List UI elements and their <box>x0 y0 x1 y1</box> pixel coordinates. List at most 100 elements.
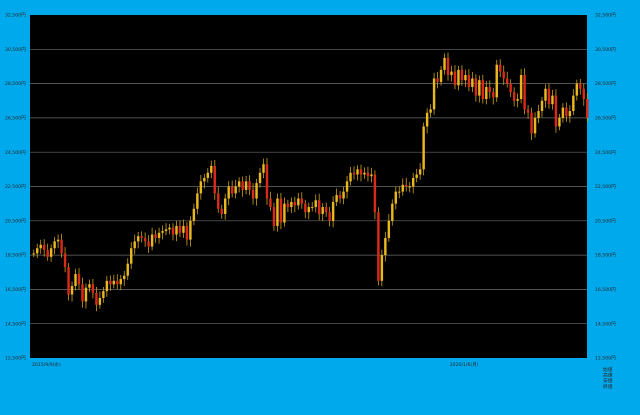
candle-body <box>411 177 415 187</box>
x-tick-label: 2020/1/6(月) <box>450 362 479 368</box>
candle-body <box>206 172 210 178</box>
candle-body <box>143 237 147 242</box>
candle-body <box>537 111 540 118</box>
candle-body <box>349 172 352 182</box>
candle-body <box>304 203 307 213</box>
candle-body <box>394 191 398 204</box>
y-tick-label-left: 30,500円 <box>5 47 26 53</box>
candle-body <box>415 174 418 178</box>
candle-body <box>307 207 310 213</box>
candle-body <box>481 80 485 100</box>
candle-body <box>269 198 272 208</box>
candle-body <box>265 164 269 199</box>
candle-body <box>499 64 502 72</box>
candle-body <box>161 231 164 233</box>
candle-body <box>387 220 391 238</box>
candle-body <box>425 112 429 127</box>
y-tick-label-right: 12,500円 <box>595 356 616 362</box>
candle-body <box>241 181 244 190</box>
candle-body <box>436 78 439 82</box>
y-tick-label-right: 16,500円 <box>595 287 616 293</box>
candle-body <box>150 234 154 247</box>
candle-body <box>551 95 554 105</box>
candle-body <box>217 193 220 209</box>
candle-body <box>74 273 77 286</box>
candle-body <box>579 83 582 89</box>
candle-body <box>398 191 401 193</box>
y-tick-label-right: 22,500円 <box>595 184 616 190</box>
y-tick-label-right: 20,500円 <box>595 218 616 224</box>
y-tick-label-right: 28,500円 <box>595 81 616 87</box>
candle-body <box>495 64 498 98</box>
candle-body <box>471 78 474 88</box>
candle-body <box>84 287 88 302</box>
candle-body <box>129 248 133 264</box>
candle-body <box>359 169 363 175</box>
candle-body <box>485 87 488 100</box>
candle-body <box>192 208 196 221</box>
candle-body <box>391 203 394 221</box>
candle-body <box>262 164 265 173</box>
y-tick-label-left: 12,500円 <box>5 356 26 362</box>
candle-body <box>36 248 39 254</box>
candle-body <box>554 95 558 127</box>
legend-entry: 高値 <box>603 372 613 379</box>
x-tick-label: 2015/9/9(水) <box>32 361 61 368</box>
candle-body <box>488 87 492 93</box>
candle-body <box>91 284 95 293</box>
candle-body <box>328 212 331 221</box>
candle-body <box>547 88 551 105</box>
candle-body <box>366 172 370 177</box>
candle-body <box>70 285 74 295</box>
y-tick-label-left: 24,500円 <box>5 150 26 156</box>
candle-body <box>42 244 46 250</box>
candle-body <box>227 186 230 199</box>
candle-body <box>311 207 314 209</box>
candle-body <box>380 255 384 281</box>
candle-body <box>572 95 575 112</box>
candle-body <box>39 244 42 249</box>
candle-body <box>293 201 297 206</box>
y-tick-label-right: 14,500円 <box>595 321 616 327</box>
candle-body <box>558 117 561 127</box>
y-tick-label-left: 22,500円 <box>5 184 26 190</box>
candle-body <box>457 69 460 86</box>
candle-body <box>290 201 293 208</box>
candle-body <box>363 172 366 175</box>
candle-body <box>540 100 544 112</box>
candle-body <box>331 201 335 221</box>
legend-entry: 終値 <box>603 383 613 390</box>
y-tick-label-left: 26,500円 <box>5 116 26 122</box>
candle-body <box>509 83 512 93</box>
candle-body <box>53 241 56 249</box>
candle-body <box>478 80 481 96</box>
y-tick-label-right: 24,500円 <box>595 150 616 156</box>
y-axis-left: 12,500円 14,500円 16,500円 18,500円 20,500円 22,50… <box>5 13 26 362</box>
candle-body <box>338 195 342 199</box>
candle-body <box>317 200 321 214</box>
candle-body <box>126 263 129 276</box>
candle-body <box>88 284 91 288</box>
candle-body <box>377 212 380 281</box>
candle-body <box>283 203 286 223</box>
candle-body <box>516 99 519 101</box>
candle-body <box>575 83 579 96</box>
candle-body <box>300 198 304 204</box>
candle-body <box>123 275 126 280</box>
candle-body <box>136 236 140 242</box>
candle-body <box>112 280 116 285</box>
candle-body <box>512 92 516 101</box>
y-tick-label-right: 18,500円 <box>595 253 616 259</box>
candle-body <box>230 186 234 194</box>
y-tick-label-right: 26,500円 <box>595 116 616 122</box>
candle-body <box>279 198 283 223</box>
candle-body <box>526 109 530 113</box>
candle-body <box>561 107 565 118</box>
candle-body <box>523 75 526 110</box>
candle-body <box>210 165 213 173</box>
y-tick-label-left: 32,500円 <box>5 13 26 19</box>
candle-body <box>530 112 533 134</box>
candle-body <box>178 225 182 233</box>
candle-body <box>157 232 161 238</box>
